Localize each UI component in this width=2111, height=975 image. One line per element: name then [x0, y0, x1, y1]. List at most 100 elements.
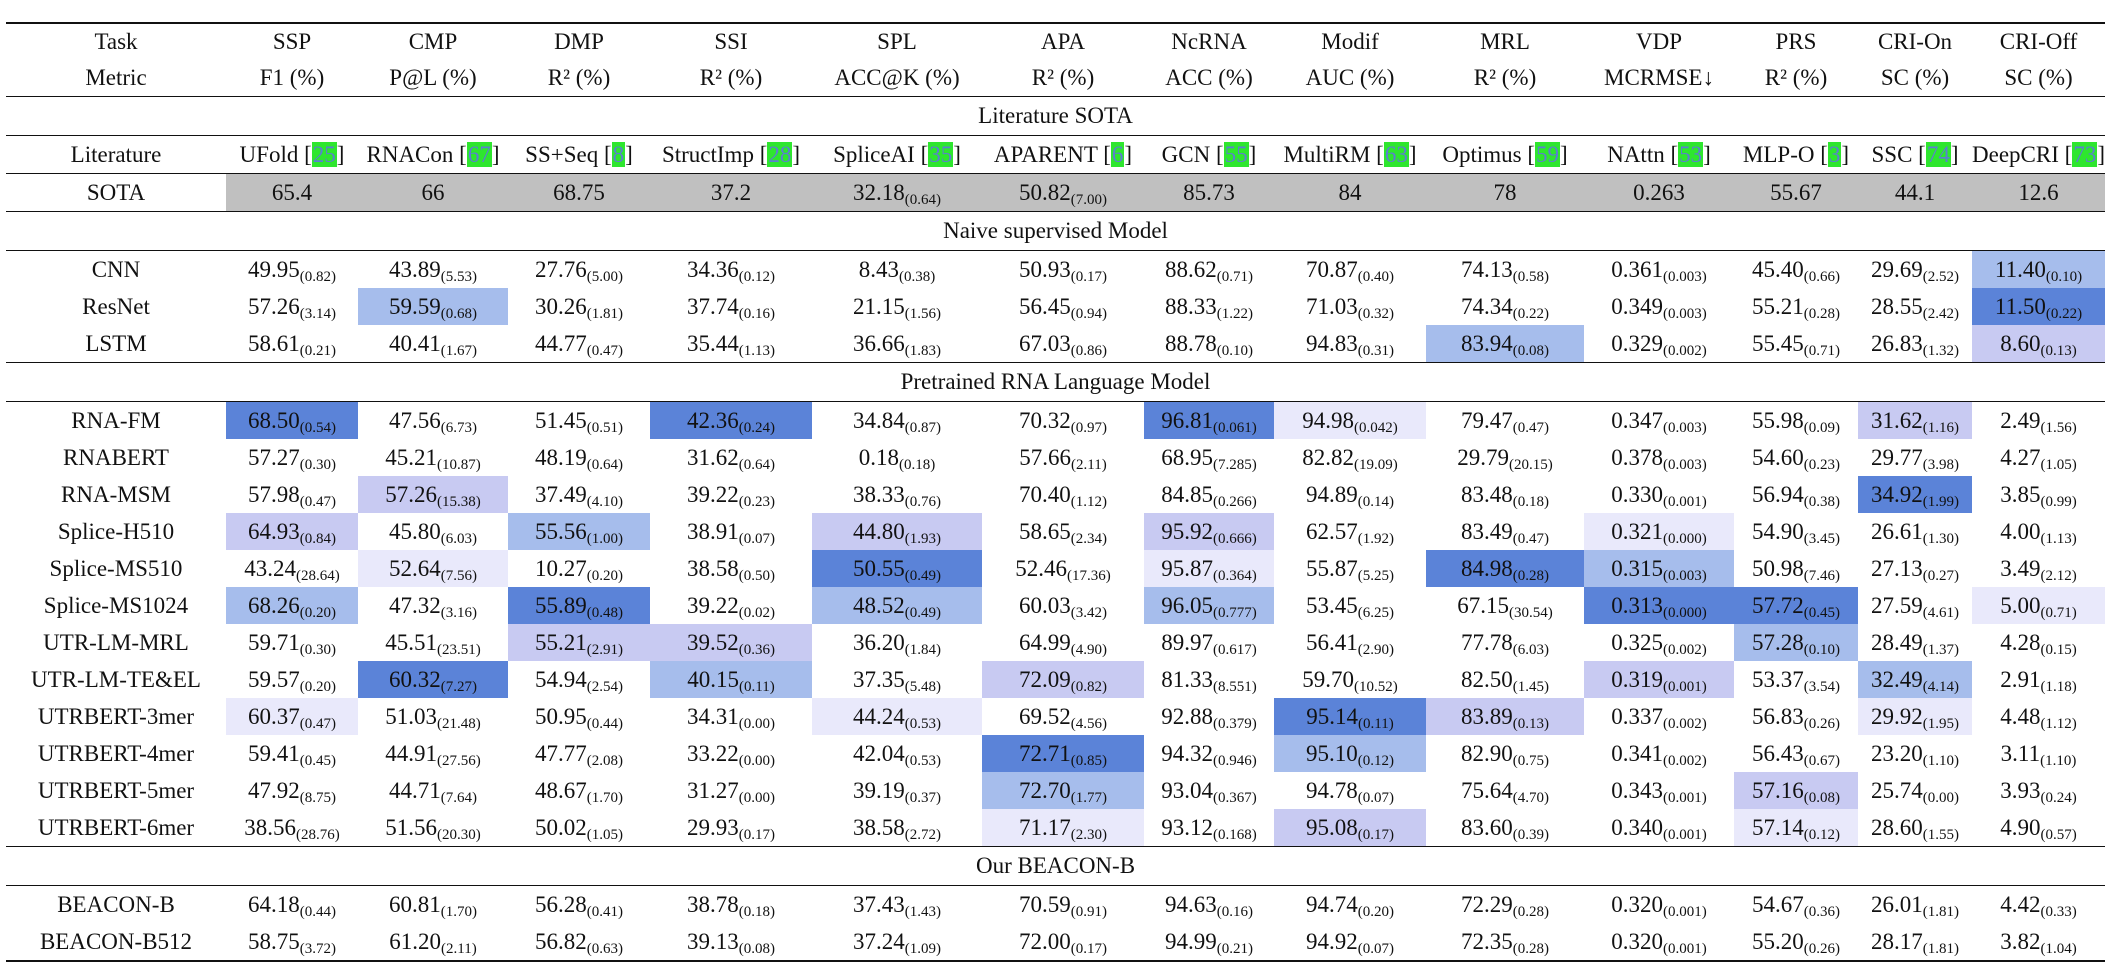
- metric-header: R² (%): [1734, 60, 1858, 97]
- citation-link[interactable]: 28: [767, 141, 793, 167]
- cell-std: (0.003): [1663, 268, 1707, 285]
- cell-value: 75.64: [1461, 777, 1513, 803]
- cell-value: 88.62: [1165, 256, 1217, 282]
- literature-cell: RNACon [67]: [358, 135, 508, 174]
- citation-link[interactable]: 67: [466, 141, 492, 167]
- cell-std: (28.64): [296, 567, 340, 584]
- table-cell: 93.12(0.168): [1144, 809, 1274, 847]
- cell-std: (0.47): [586, 342, 623, 359]
- citation-link[interactable]: 63: [1383, 141, 1409, 167]
- table-cell: 72.09(0.82): [982, 661, 1144, 698]
- cell-value: 50.55: [853, 555, 905, 581]
- cell-std: (7.56): [440, 567, 477, 584]
- sota-cell: 12.6: [1972, 173, 2105, 212]
- row-label: Splice-MS1024: [43, 592, 189, 618]
- citation-link[interactable]: 59: [1534, 141, 1560, 167]
- citation-link[interactable]: 53: [1678, 141, 1704, 167]
- cell-value: 69.52: [1019, 703, 1071, 729]
- citation-bracket: ]: [953, 141, 961, 167]
- cell-std: (0.49): [904, 567, 941, 584]
- citation-link[interactable]: 74: [1925, 141, 1951, 167]
- cell-value: 47.56: [389, 407, 441, 433]
- table-cell: 55.45(0.71): [1734, 325, 1858, 363]
- cell-value: 27.59: [1871, 592, 1923, 618]
- method-name: MultiRM: [1283, 141, 1371, 167]
- task-header: PRS: [1734, 22, 1858, 60]
- table-cell: 59.59(0.68): [358, 288, 508, 325]
- cell-std: (0.002): [1663, 641, 1707, 658]
- cell-std: (20.15): [1509, 456, 1553, 473]
- table-cell: 75.64(4.70): [1426, 772, 1584, 809]
- cell-std: (0.28): [1803, 305, 1840, 322]
- cell-std: (6.03): [1512, 641, 1549, 658]
- literature-cell: APARENT [6]: [982, 135, 1144, 174]
- citation-link[interactable]: 73: [2072, 141, 2098, 167]
- cell-value: 94.78: [1306, 777, 1358, 803]
- table-cell: 39.22(0.23): [650, 476, 812, 513]
- citation-link[interactable]: 55: [1223, 141, 1249, 167]
- row-label: Literature: [6, 135, 226, 174]
- cell-value: 57.66: [1019, 444, 1072, 470]
- table-cell: 21.15(1.56): [812, 288, 982, 325]
- table-cell: 94.98(0.042): [1274, 401, 1426, 439]
- table-cell: 27.59(4.61): [1858, 587, 1972, 624]
- table-cell: 74.34(0.22): [1426, 288, 1584, 325]
- citation-link[interactable]: 3: [1827, 141, 1842, 167]
- cell-value: 68.50: [248, 407, 300, 433]
- cell-value: 45.21: [385, 444, 437, 470]
- citation-link[interactable]: 35: [928, 141, 954, 167]
- sota-cell: 65.4: [226, 173, 358, 212]
- cell-value: 58.65: [1019, 518, 1071, 544]
- cell-std: (0.40): [1357, 268, 1394, 285]
- table-cell: 67.15(30.54): [1426, 587, 1584, 624]
- cell-value: 51.03: [385, 703, 437, 729]
- cell-value: 52.46: [1015, 555, 1067, 581]
- section-header-row: Literature SOTA: [6, 96, 2105, 136]
- cell-std: (0.13): [2040, 342, 2077, 359]
- table-cell: 4.42(0.33): [1972, 886, 2105, 924]
- cell-std: (0.17): [1070, 940, 1107, 957]
- table-cell: 83.94(0.08): [1426, 325, 1584, 363]
- cell-std: (7.00): [1070, 191, 1107, 208]
- sota-cell: 66: [358, 173, 508, 212]
- cell-std: (1.70): [440, 903, 477, 920]
- cell-std: (0.777): [1213, 604, 1257, 621]
- metric-header-row: Metric F1 (%) P@L (%) R² (%) R² (%) ACC@…: [6, 60, 2105, 97]
- cell-std: (0.82): [299, 268, 336, 285]
- cell-value: 50.98: [1752, 555, 1804, 581]
- cell-std: (0.50): [738, 567, 775, 584]
- table-cell: 58.65(2.34): [982, 513, 1144, 550]
- table-cell: 82.82(19.09): [1274, 439, 1426, 476]
- cell-value: 0.349: [1611, 293, 1663, 319]
- cell-value: 36.66: [853, 330, 905, 356]
- cell-std: (0.061): [1213, 419, 1257, 436]
- table-cell: 27.13(0.27): [1858, 550, 1972, 587]
- cell-value: 71.03: [1306, 293, 1358, 319]
- literature-cell: StructImp [28]: [650, 135, 812, 174]
- task-header: SPL: [812, 22, 982, 60]
- table-cell: 54.67(0.36): [1734, 886, 1858, 924]
- citation-link[interactable]: 6: [1110, 141, 1125, 167]
- table-cell: 60.32(7.27): [358, 661, 508, 698]
- cell-value: 60.32: [389, 666, 441, 692]
- citation-link[interactable]: 25: [311, 141, 337, 167]
- citation-bracket: ]: [1559, 141, 1568, 167]
- cell-value: 44.77: [535, 330, 587, 356]
- cell-value: 50.02: [535, 814, 587, 840]
- table-cell: 51.45(0.51): [508, 402, 650, 440]
- metric-header: MCRMSE↓: [1584, 60, 1734, 97]
- table-cell: 31.27(0.00): [650, 772, 812, 809]
- citation-link[interactable]: 8: [611, 141, 626, 167]
- cell-value: 57.28: [1752, 629, 1804, 655]
- cell-std: (6.73): [440, 419, 477, 436]
- method-name: MLP-O: [1742, 141, 1815, 167]
- cell-value: 0.330: [1611, 481, 1663, 507]
- cell-std: (0.64): [738, 456, 775, 473]
- cell-value: 0.378: [1611, 444, 1663, 470]
- cell-value: 82.50: [1461, 666, 1513, 692]
- cell-std: (0.36): [1803, 903, 1840, 920]
- pretrained-model-row: UTRBERT-6mer 38.56(28.76) 51.56(20.30) 50.0…: [6, 809, 2105, 847]
- metric-header: SC (%): [1858, 60, 1972, 97]
- table-cell: 68.50(0.54): [226, 401, 358, 439]
- table-cell: 70.87(0.40): [1274, 251, 1426, 289]
